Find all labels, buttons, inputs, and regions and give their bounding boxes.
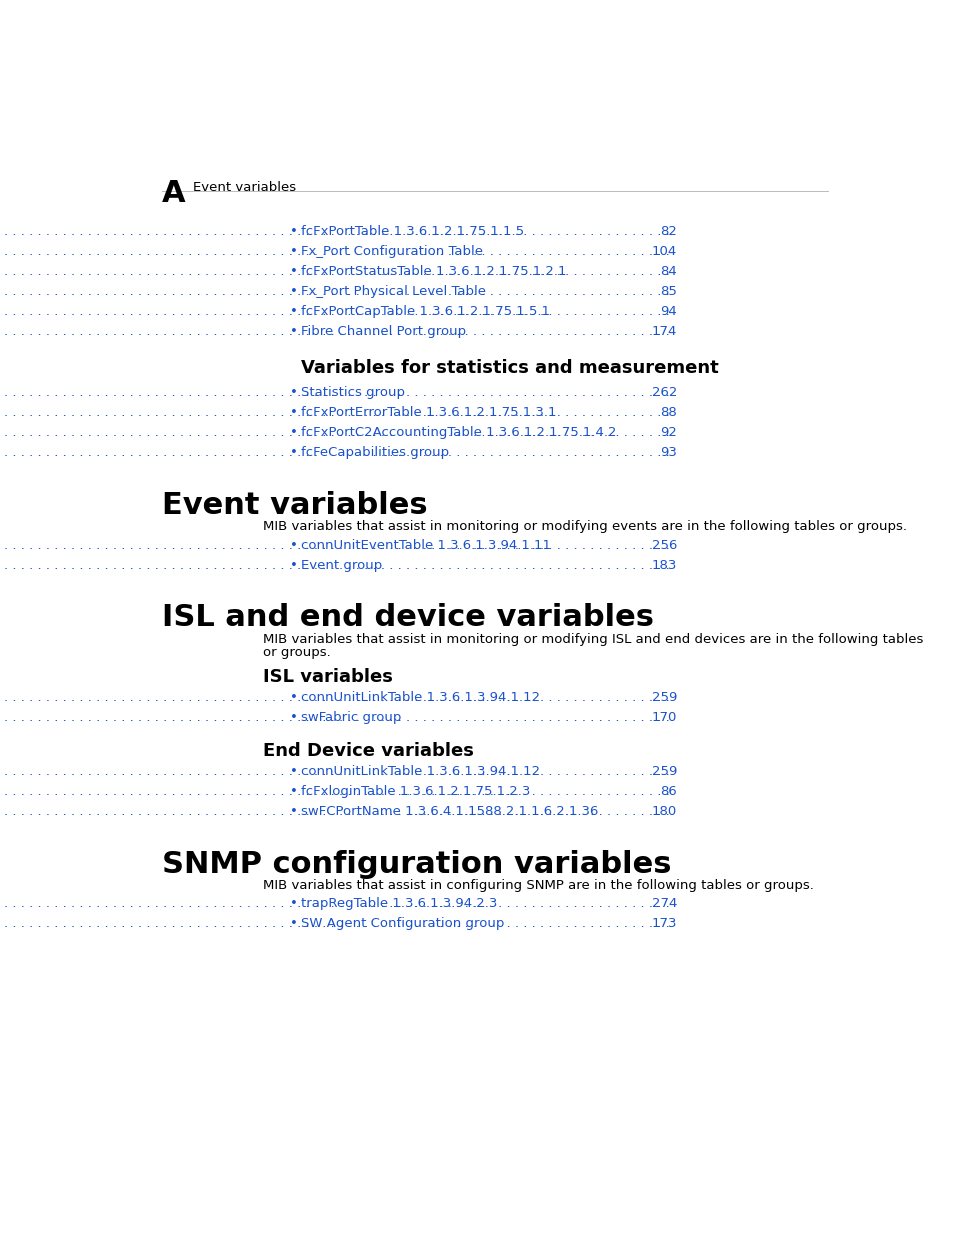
Text: •: • (290, 805, 297, 818)
Text: 104: 104 (651, 246, 677, 258)
Text: MIB variables that assist in monitoring or modifying ISL and end devices are in : MIB variables that assist in monitoring … (262, 632, 923, 646)
Text: fcFxloginTable 1.3.6.1.2.1.75.1.2.3: fcFxloginTable 1.3.6.1.2.1.75.1.2.3 (301, 785, 530, 798)
Text: •: • (290, 711, 297, 724)
Text: •: • (290, 692, 297, 704)
Text: 256: 256 (651, 538, 677, 552)
Text: . . . . . . . . . . . . . . . . . . . . . . . . . . . . . . . . . . . . . . . . : . . . . . . . . . . . . . . . . . . . . … (4, 918, 669, 930)
Text: 82: 82 (659, 225, 677, 238)
Text: . . . . . . . . . . . . . . . . . . . . . . . . . . . . . . . . . . . . . . . . : . . . . . . . . . . . . . . . . . . . . … (4, 805, 669, 818)
Text: •: • (290, 426, 297, 440)
Text: Event variables: Event variables (193, 180, 295, 194)
Text: . . . . . . . . . . . . . . . . . . . . . . . . . . . . . . . . . . . . . . . . : . . . . . . . . . . . . . . . . . . . . … (4, 387, 669, 399)
Text: •: • (290, 225, 297, 238)
Text: •: • (290, 387, 297, 399)
Text: . . . . . . . . . . . . . . . . . . . . . . . . . . . . . . . . . . . . . . . . : . . . . . . . . . . . . . . . . . . . . … (4, 246, 669, 258)
Text: Event group: Event group (301, 558, 382, 572)
Text: 170: 170 (651, 711, 677, 724)
Text: connUnitLinkTable 1.3.6.1.3.94.1.12: connUnitLinkTable 1.3.6.1.3.94.1.12 (301, 692, 540, 704)
Text: fcFxPortTable 1.3.6.1.2.1.75.1.1.5: fcFxPortTable 1.3.6.1.2.1.75.1.1.5 (301, 225, 524, 238)
Text: trapRegTable 1.3.6.1.3.94.2.3: trapRegTable 1.3.6.1.3.94.2.3 (301, 898, 497, 910)
Text: Event variables: Event variables (162, 490, 427, 520)
Text: Variables for statistics and measurement: Variables for statistics and measurement (301, 359, 719, 377)
Text: 84: 84 (659, 266, 677, 278)
Text: fcFxPortErrorTable 1.3.6.1.2.1.75.1.3.1: fcFxPortErrorTable 1.3.6.1.2.1.75.1.3.1 (301, 406, 557, 419)
Text: Fx_Port Configuration Table: Fx_Port Configuration Table (301, 246, 483, 258)
Text: 93: 93 (659, 446, 677, 459)
Text: 94: 94 (659, 305, 677, 319)
Text: SW Agent Configuration group: SW Agent Configuration group (301, 918, 504, 930)
Text: . . . . . . . . . . . . . . . . . . . . . . . . . . . . . . . . . . . . . . . . : . . . . . . . . . . . . . . . . . . . . … (4, 446, 669, 459)
Text: . . . . . . . . . . . . . . . . . . . . . . . . . . . . . . . . . . . . . . . . : . . . . . . . . . . . . . . . . . . . . … (4, 406, 669, 419)
Text: or groups.: or groups. (262, 646, 330, 659)
Text: •: • (290, 918, 297, 930)
Text: . . . . . . . . . . . . . . . . . . . . . . . . . . . . . . . . . . . . . . . . : . . . . . . . . . . . . . . . . . . . . … (4, 558, 669, 572)
Text: . . . . . . . . . . . . . . . . . . . . . . . . . . . . . . . . . . . . . . . . : . . . . . . . . . . . . . . . . . . . . … (4, 785, 669, 798)
Text: ISL variables: ISL variables (262, 668, 392, 685)
Text: •: • (290, 325, 297, 338)
Text: •: • (290, 446, 297, 459)
Text: 259: 259 (651, 764, 677, 778)
Text: fcFxPortStatusTable 1.3.6.1.2.1.75.1.2.1: fcFxPortStatusTable 1.3.6.1.2.1.75.1.2.1 (301, 266, 566, 278)
Text: . . . . . . . . . . . . . . . . . . . . . . . . . . . . . . . . . . . . . . . . : . . . . . . . . . . . . . . . . . . . . … (4, 764, 669, 778)
Text: 262: 262 (651, 387, 677, 399)
Text: 174: 174 (651, 325, 677, 338)
Text: swFabric group: swFabric group (301, 711, 401, 724)
Text: •: • (290, 285, 297, 299)
Text: Fibre Channel Port group: Fibre Channel Port group (301, 325, 466, 338)
Text: 259: 259 (651, 692, 677, 704)
Text: . . . . . . . . . . . . . . . . . . . . . . . . . . . . . . . . . . . . . . . . : . . . . . . . . . . . . . . . . . . . . … (4, 285, 669, 299)
Text: . . . . . . . . . . . . . . . . . . . . . . . . . . . . . . . . . . . . . . . . : . . . . . . . . . . . . . . . . . . . . … (4, 538, 669, 552)
Text: •: • (290, 898, 297, 910)
Text: MIB variables that assist in monitoring or modifying events are in the following: MIB variables that assist in monitoring … (262, 520, 905, 534)
Text: 180: 180 (651, 805, 677, 818)
Text: 92: 92 (659, 426, 677, 440)
Text: •: • (290, 785, 297, 798)
Text: SNMP configuration variables: SNMP configuration variables (162, 850, 671, 878)
Text: •: • (290, 246, 297, 258)
Text: 85: 85 (659, 285, 677, 299)
Text: ISL and end device variables: ISL and end device variables (162, 603, 653, 632)
Text: •: • (290, 764, 297, 778)
Text: End Device variables: End Device variables (262, 742, 473, 760)
Text: 173: 173 (651, 918, 677, 930)
Text: . . . . . . . . . . . . . . . . . . . . . . . . . . . . . . . . . . . . . . . . : . . . . . . . . . . . . . . . . . . . . … (4, 266, 669, 278)
Text: . . . . . . . . . . . . . . . . . . . . . . . . . . . . . . . . . . . . . . . . : . . . . . . . . . . . . . . . . . . . . … (4, 711, 669, 724)
Text: •: • (290, 266, 297, 278)
Text: . . . . . . . . . . . . . . . . . . . . . . . . . . . . . . . . . . . . . . . . : . . . . . . . . . . . . . . . . . . . . … (4, 692, 669, 704)
Text: •: • (290, 538, 297, 552)
Text: . . . . . . . . . . . . . . . . . . . . . . . . . . . . . . . . . . . . . . . . : . . . . . . . . . . . . . . . . . . . . … (4, 426, 669, 440)
Text: A: A (162, 179, 185, 207)
Text: . . . . . . . . . . . . . . . . . . . . . . . . . . . . . . . . . . . . . . . . : . . . . . . . . . . . . . . . . . . . . … (4, 305, 669, 319)
Text: •: • (290, 406, 297, 419)
Text: . . . . . . . . . . . . . . . . . . . . . . . . . . . . . . . . . . . . . . . . : . . . . . . . . . . . . . . . . . . . . … (4, 325, 669, 338)
Text: . . . . . . . . . . . . . . . . . . . . . . . . . . . . . . . . . . . . . . . . : . . . . . . . . . . . . . . . . . . . . … (4, 898, 669, 910)
Text: fcFxPortCapTable 1.3.6.1.2.1.75.1.5.1: fcFxPortCapTable 1.3.6.1.2.1.75.1.5.1 (301, 305, 550, 319)
Text: connUnitEventTable 1.3.6.1.3.94.1.11: connUnitEventTable 1.3.6.1.3.94.1.11 (301, 538, 551, 552)
Text: fcFeCapabilities group: fcFeCapabilities group (301, 446, 449, 459)
Text: connUnitLinkTable 1.3.6.1.3.94.1.12: connUnitLinkTable 1.3.6.1.3.94.1.12 (301, 764, 540, 778)
Text: 274: 274 (651, 898, 677, 910)
Text: Statistics group: Statistics group (301, 387, 405, 399)
Text: •: • (290, 305, 297, 319)
Text: 86: 86 (659, 785, 677, 798)
Text: •: • (290, 558, 297, 572)
Text: fcFxPortC2AccountingTable 1.3.6.1.2.1.75.1.4.2: fcFxPortC2AccountingTable 1.3.6.1.2.1.75… (301, 426, 617, 440)
Text: Fx_Port Physical Level Table: Fx_Port Physical Level Table (301, 285, 486, 299)
Text: 88: 88 (659, 406, 677, 419)
Text: . . . . . . . . . . . . . . . . . . . . . . . . . . . . . . . . . . . . . . . . : . . . . . . . . . . . . . . . . . . . . … (4, 225, 669, 238)
Text: swFCPortName 1.3.6.4.1.1588.2.1.1.6.2.1.36: swFCPortName 1.3.6.4.1.1588.2.1.1.6.2.1.… (301, 805, 598, 818)
Text: MIB variables that assist in configuring SNMP are in the following tables or gro: MIB variables that assist in configuring… (262, 879, 813, 892)
Text: 183: 183 (651, 558, 677, 572)
